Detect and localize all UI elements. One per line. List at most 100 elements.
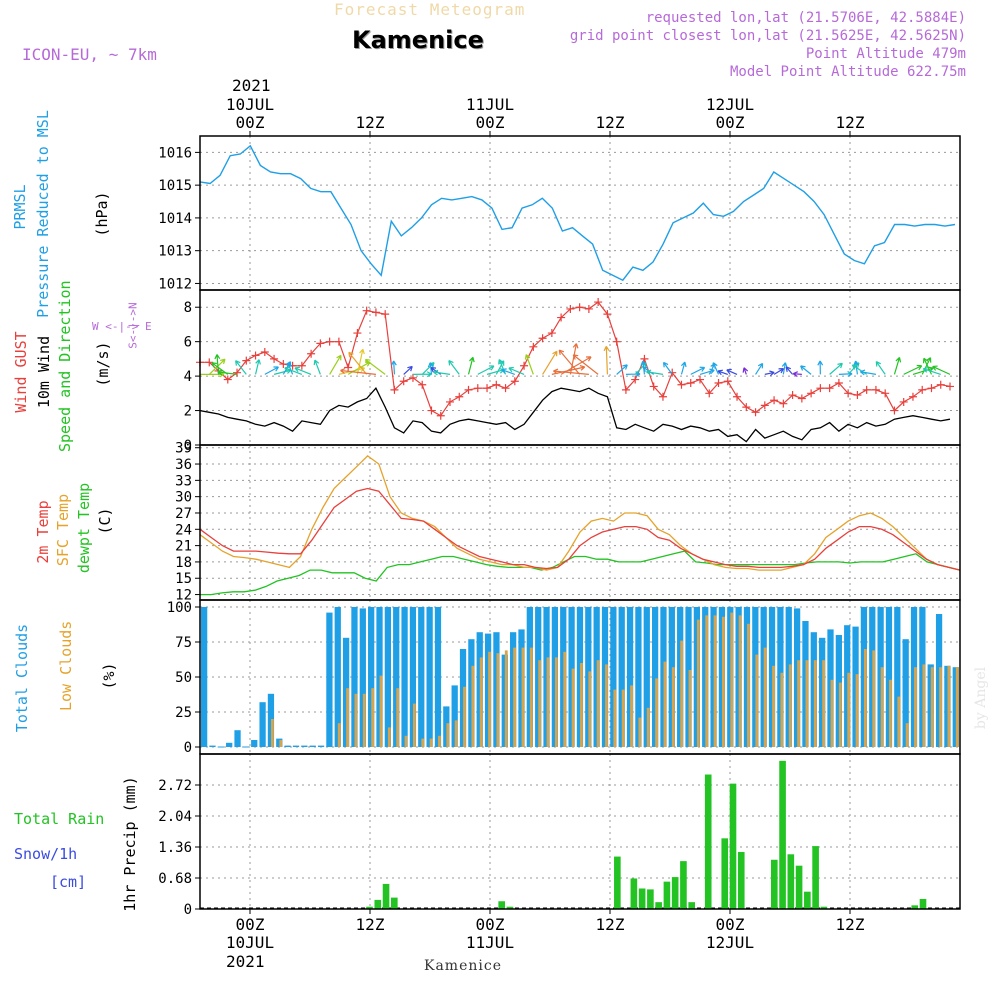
wind-gust-marker — [270, 354, 279, 363]
wind-gust-marker — [529, 342, 538, 351]
wind-gust-marker — [844, 389, 853, 398]
precip-rain-label: Total Rain — [14, 810, 105, 828]
low-cloud-bar — [438, 735, 441, 747]
wind-gust-marker — [483, 384, 492, 393]
dewpoint-line — [200, 550, 961, 596]
low-cloud-bar — [621, 689, 625, 747]
low-cloud-bar — [346, 688, 349, 747]
clouds-tick-label: 100 — [167, 600, 192, 616]
low-cloud-bar — [688, 670, 692, 747]
low-cloud-bar — [914, 667, 917, 747]
low-cloud-bar — [680, 640, 684, 747]
low-cloud-bar — [504, 650, 508, 747]
total-cloud-bar — [209, 745, 216, 747]
temp-tick-label: 24 — [175, 522, 192, 538]
total-cloud-bar — [718, 607, 726, 747]
low-cloud-bar — [588, 671, 592, 747]
wind-gust-marker — [649, 382, 658, 391]
prmsl-tick-label: 1012 — [158, 276, 192, 292]
wind-direction-arrow — [792, 371, 802, 377]
wind-gust-marker — [427, 406, 436, 415]
temp-tick-label: 33 — [175, 473, 192, 489]
rain-bar — [374, 899, 382, 909]
wind-direction-arrow — [313, 359, 321, 375]
wind-gust-marker — [501, 384, 510, 393]
total-cloud-bar — [777, 607, 784, 747]
total-cloud-bar — [885, 607, 893, 747]
wind-direction-arrow — [859, 369, 877, 376]
axis-text-layer: 1012101310141015101602468121518212427303… — [158, 95, 865, 952]
wind-gust-line — [200, 301, 951, 417]
total-cloud-bar — [651, 607, 659, 747]
total-cloud-bar — [326, 612, 333, 747]
frame-layer — [195, 131, 961, 914]
clouds-tick-label: 25 — [175, 705, 192, 721]
wind-gust-marker — [733, 392, 742, 401]
rain-bar — [614, 856, 621, 909]
wind-direction-arrow — [477, 365, 495, 375]
wind-gust-marker — [853, 391, 862, 400]
wind-direction-arrow — [785, 366, 794, 375]
wind-tick-label: 2 — [184, 404, 192, 420]
wind-gust-marker — [325, 337, 334, 346]
total-cloud-bar — [785, 607, 792, 747]
wind-gust-marker — [381, 310, 390, 319]
wind-direction-arrow — [755, 362, 764, 375]
date-label-top: 11JUL — [466, 95, 514, 114]
wind-direction-arrow — [903, 364, 923, 375]
wind-direction-arrow — [572, 354, 599, 375]
precip-tick-label: 0 — [184, 902, 192, 918]
temp-2m-label: 2m Temp — [34, 500, 52, 564]
wind-gust-marker — [742, 403, 751, 412]
precip-tick-label: 2.72 — [158, 778, 192, 794]
precip-tick-label: 0.68 — [158, 871, 192, 887]
wind-gust-marker — [520, 361, 529, 370]
total-cloud-bar — [201, 607, 208, 747]
forecast-title: Forecast Meteogram — [334, 0, 526, 19]
wind-gust-marker — [205, 358, 214, 367]
low-cloud-bar — [554, 657, 558, 747]
wind-gust-marker — [399, 377, 408, 386]
date-label-top: 12JUL — [706, 95, 754, 114]
total-cloud-bar — [376, 607, 383, 747]
total-cloud-bar — [710, 607, 717, 747]
wind-tick-label: 4 — [184, 369, 192, 385]
precip-tick-label: 2.04 — [158, 809, 192, 825]
low-cloud-bar — [922, 664, 926, 747]
total-cloud-bar — [409, 607, 417, 747]
wind-direction-arrow — [364, 358, 386, 375]
wind-direction-arrow — [356, 348, 365, 375]
prmsl-tick-label: 1015 — [158, 178, 192, 194]
low-cloud-bar — [454, 720, 458, 747]
low-cloud-bar — [830, 679, 834, 747]
wind-gust-marker — [353, 329, 362, 338]
total-cloud-bar — [226, 742, 233, 747]
total-cloud-bar — [276, 738, 283, 747]
rain-bar — [366, 906, 373, 909]
wind-direction-arrow — [922, 367, 941, 375]
total-cloud-bar — [468, 639, 475, 747]
rain-bar — [787, 854, 795, 909]
low-cloud-bar — [362, 693, 366, 747]
total-cloud-bar — [301, 745, 308, 747]
total-cloud-bar — [919, 607, 926, 747]
total-cloud-bar — [526, 607, 533, 747]
low-cloud-bar — [396, 688, 400, 747]
wind-gust-marker — [307, 349, 316, 358]
wind-direction-arrow — [217, 369, 238, 376]
rain-bar — [919, 898, 927, 909]
wind-gust-marker — [510, 377, 519, 386]
total-cloud-bar — [927, 664, 934, 747]
prmsl-tick-label: 1016 — [158, 145, 192, 161]
total-cloud-bar — [576, 607, 584, 747]
year-top: 2021 — [232, 76, 271, 95]
wind-gust-marker — [927, 384, 936, 393]
wind-gust-marker — [881, 389, 890, 398]
low-cloud-bar — [696, 619, 700, 747]
wind-gust-marker — [696, 375, 704, 384]
low-cloud-bar — [780, 672, 784, 747]
low-cloud-bar — [797, 660, 800, 747]
temp-tick-label: 39 — [175, 441, 192, 457]
total-cloud-bar — [484, 633, 492, 747]
